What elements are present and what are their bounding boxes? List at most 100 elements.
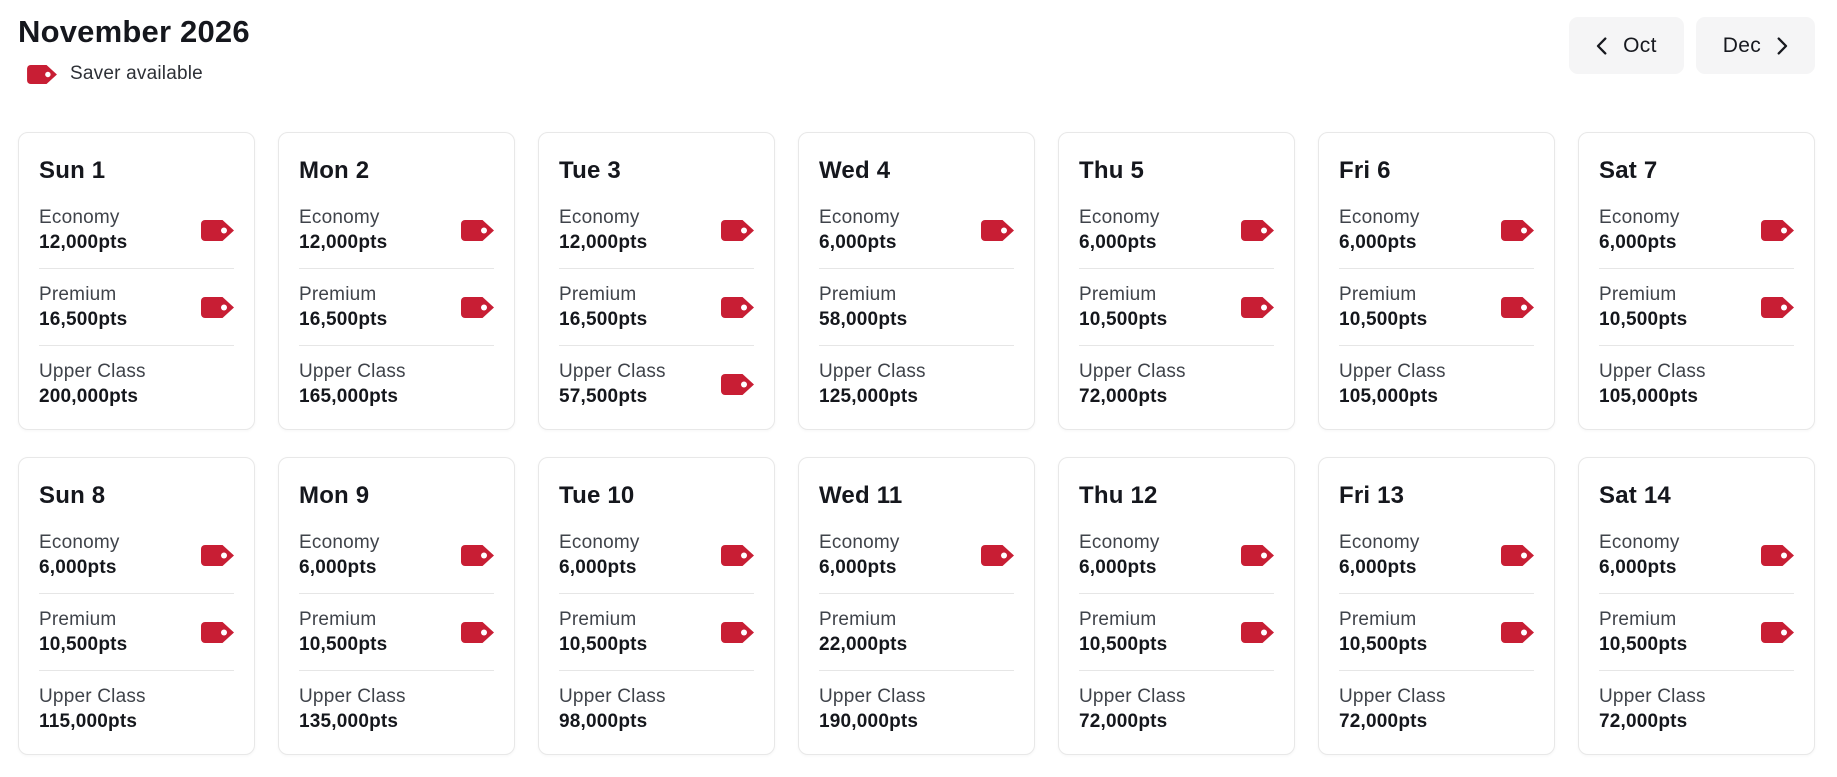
day-card[interactable]: Sun 1 Economy 12,000pts Premium 16,500pt… <box>18 132 255 430</box>
fare-text: Economy 6,000pts <box>559 530 640 580</box>
cabin-label: Premium <box>39 284 117 305</box>
cabin-label: Economy <box>1079 207 1160 228</box>
fare-text: Premium 10,500pts <box>559 607 647 657</box>
points-value: 22,000pts <box>819 634 908 655</box>
fare-list: Economy 6,000pts Premium 10,500pts Upper… <box>1339 192 1534 422</box>
cabin-label: Premium <box>299 284 377 305</box>
saver-tag-icon <box>461 544 494 566</box>
saver-tag-icon <box>721 296 754 318</box>
points-value: 58,000pts <box>819 309 908 330</box>
fare-text: Economy 12,000pts <box>559 205 647 255</box>
day-card[interactable]: Wed 4 Economy 6,000pts Premium 58,000pts <box>798 132 1035 430</box>
saver-tag-icon <box>461 219 494 241</box>
day-card[interactable]: Thu 5 Economy 6,000pts Premium 10,500pts <box>1058 132 1295 430</box>
fare-text: Upper Class 105,000pts <box>1339 359 1446 409</box>
saver-tag-icon <box>721 373 754 395</box>
points-value: 6,000pts <box>1339 557 1417 578</box>
fare-list: Economy 6,000pts Premium 10,500pts Upper… <box>1599 517 1794 747</box>
cabin-label: Economy <box>1079 532 1160 553</box>
cabin-label: Premium <box>1339 284 1417 305</box>
fare-text: Premium 16,500pts <box>559 282 647 332</box>
points-value: 6,000pts <box>819 557 897 578</box>
cabin-label: Economy <box>39 207 120 228</box>
fare-list: Economy 6,000pts Premium 22,000pts Upper… <box>819 517 1014 747</box>
fare-row: Upper Class 135,000pts <box>299 670 494 747</box>
saver-tag-icon <box>1241 621 1274 643</box>
fare-list: Economy 12,000pts Premium 16,500pts Uppe… <box>39 192 234 422</box>
day-title: Sun 8 <box>39 482 106 509</box>
saver-tag-icon <box>201 219 234 241</box>
day-card[interactable]: Fri 6 Economy 6,000pts Premium 10,500pts <box>1318 132 1555 430</box>
fare-text: Economy 6,000pts <box>1079 205 1160 255</box>
saver-tag-icon <box>981 219 1014 241</box>
day-card[interactable]: Fri 13 Economy 6,000pts Premium 10,500pt… <box>1318 457 1555 755</box>
fare-list: Economy 6,000pts Premium 10,500pts Upper… <box>1599 192 1794 422</box>
fare-row: Upper Class 125,000pts <box>819 345 1014 422</box>
fare-row: Economy 6,000pts <box>1599 517 1794 593</box>
cabin-label: Upper Class <box>1339 686 1446 707</box>
cabin-label: Premium <box>819 284 897 305</box>
day-card[interactable]: Tue 3 Economy 12,000pts Premium 16,500pt… <box>538 132 775 430</box>
saver-tag-icon <box>1501 621 1534 643</box>
fare-text: Upper Class 98,000pts <box>559 684 666 734</box>
calendar-header: November 2026 Saver available Oct Dec <box>0 0 1837 85</box>
points-value: 6,000pts <box>299 557 377 578</box>
cabin-label: Upper Class <box>1079 361 1186 382</box>
cabin-label: Upper Class <box>559 361 666 382</box>
cabin-label: Economy <box>1339 532 1420 553</box>
fare-text: Upper Class 115,000pts <box>39 684 146 734</box>
saver-tag-icon <box>201 296 234 318</box>
day-title: Wed 4 <box>819 157 891 184</box>
fare-row: Economy 6,000pts <box>819 517 1014 593</box>
day-card[interactable]: Sat 7 Economy 6,000pts Premium 10,500pts <box>1578 132 1815 430</box>
fare-row: Premium 10,500pts <box>1599 593 1794 670</box>
fare-text: Premium 58,000pts <box>819 282 907 332</box>
day-card[interactable]: Tue 10 Economy 6,000pts Premium 10,500pt… <box>538 457 775 755</box>
cabin-label: Economy <box>1599 532 1680 553</box>
day-title: Fri 13 <box>1339 482 1405 509</box>
saver-tag-icon <box>721 544 754 566</box>
day-card[interactable]: Sat 14 Economy 6,000pts Premium 10,500pt… <box>1578 457 1815 755</box>
day-title: Tue 10 <box>559 482 635 509</box>
day-card[interactable]: Mon 2 Economy 12,000pts Premium 16,500pt… <box>278 132 515 430</box>
prev-month-button[interactable]: Oct <box>1569 17 1684 74</box>
day-title: Wed 11 <box>819 482 903 509</box>
fare-text: Upper Class 190,000pts <box>819 684 926 734</box>
day-card[interactable]: Wed 11 Economy 6,000pts Premium 22,000pt… <box>798 457 1035 755</box>
fare-text: Economy 6,000pts <box>1079 530 1160 580</box>
day-card[interactable]: Mon 9 Economy 6,000pts Premium 10,500pts <box>278 457 515 755</box>
points-value: 6,000pts <box>1079 557 1157 578</box>
points-value: 6,000pts <box>1079 232 1157 253</box>
points-value: 10,500pts <box>1339 309 1428 330</box>
saver-tag-icon <box>1241 296 1274 318</box>
fare-row: Premium 10,500pts <box>1339 268 1534 345</box>
points-value: 10,500pts <box>299 634 388 655</box>
next-month-button[interactable]: Dec <box>1695 17 1815 74</box>
fare-row: Upper Class 105,000pts <box>1339 345 1534 422</box>
fare-row: Upper Class 72,000pts <box>1079 345 1274 422</box>
points-value: 16,500pts <box>39 309 128 330</box>
points-value: 72,000pts <box>1599 711 1688 732</box>
fare-row: Economy 6,000pts <box>39 517 234 593</box>
title-block: November 2026 Saver available <box>18 12 250 85</box>
chevron-right-icon <box>1777 36 1788 55</box>
saver-tag-icon <box>1501 219 1534 241</box>
fare-list: Economy 12,000pts Premium 16,500pts Uppe… <box>559 192 754 422</box>
points-value: 105,000pts <box>1599 386 1699 407</box>
fare-row: Premium 58,000pts <box>819 268 1014 345</box>
points-value: 72,000pts <box>1079 386 1168 407</box>
saver-tag-icon <box>27 64 57 84</box>
cabin-label: Upper Class <box>1599 361 1706 382</box>
fare-row: Economy 12,000pts <box>39 192 234 268</box>
points-value: 10,500pts <box>1599 634 1688 655</box>
fare-text: Upper Class 72,000pts <box>1599 684 1706 734</box>
fare-row: Economy 6,000pts <box>1339 192 1534 268</box>
cabin-label: Upper Class <box>299 361 406 382</box>
fare-row: Upper Class 72,000pts <box>1339 670 1534 747</box>
day-card[interactable]: Sun 8 Economy 6,000pts Premium 10,500pts <box>18 457 255 755</box>
day-title: Mon 2 <box>299 157 370 184</box>
cabin-label: Economy <box>559 207 640 228</box>
saver-tag-icon <box>721 621 754 643</box>
cabin-label: Economy <box>559 532 640 553</box>
day-card[interactable]: Thu 12 Economy 6,000pts Premium 10,500pt… <box>1058 457 1295 755</box>
